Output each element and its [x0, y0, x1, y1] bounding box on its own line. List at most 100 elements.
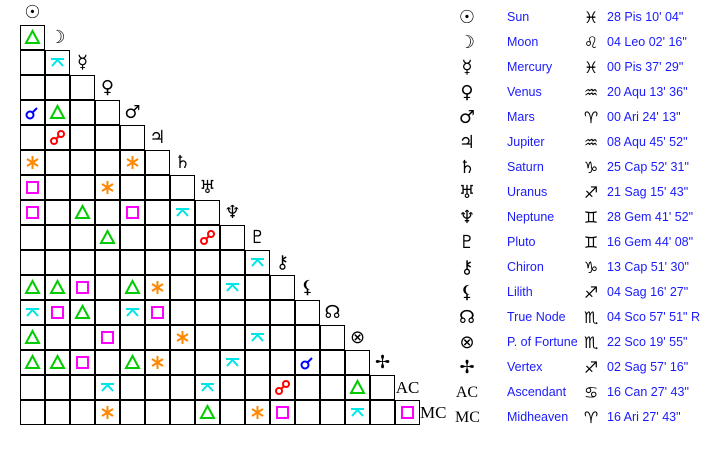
trine-aspect-icon: [49, 278, 66, 294]
grid-cell-lilith-chiron: [269, 274, 295, 300]
vertex-icon: ✢: [374, 352, 391, 373]
grid-cell-jupiter-venus: [94, 124, 120, 150]
grid-cell-vertex-sun: [19, 349, 45, 375]
grid-cell-neptune-venus: [94, 199, 120, 225]
grid-cell-lilith-pluto: [244, 274, 270, 300]
zodiac-sign-icon: ♓: [583, 58, 599, 77]
mercury-icon: ☿: [76, 52, 89, 73]
grid-cell-midheaven-venus: [94, 399, 120, 425]
grid-cell-true-node-pluto: [244, 299, 270, 325]
planet-name: Jupiter: [507, 135, 545, 149]
grid-cell-neptune-uranus: [194, 199, 220, 225]
trine-aspect-icon: [74, 303, 91, 319]
grid-cell-ascendant-mars: [119, 374, 145, 400]
grid-cell-chiron-uranus: [194, 249, 220, 275]
quincunx-aspect-icon: [226, 358, 239, 367]
trine-aspect-icon: [24, 328, 41, 344]
planet-position: 13 Cap 51' 30": [607, 260, 689, 274]
planet-position: 08 Aqu 45' 52": [607, 135, 688, 149]
grid-cell-chiron-venus: [94, 249, 120, 275]
moon-icon: ☽: [49, 27, 66, 48]
grid-cell-ascendant-uranus: [194, 374, 220, 400]
grid-cell-vertex-neptune: [219, 349, 245, 375]
grid-cell-mars-sun: [19, 99, 45, 125]
grid-cell-ascendant-moon: [44, 374, 70, 400]
quincunx-aspect-icon: [101, 383, 114, 392]
midheaven-icon: MC: [420, 403, 447, 422]
neptune-icon: ♆: [224, 202, 241, 223]
planet-position: 04 Sag 16' 27": [607, 285, 689, 299]
grid-cell-uranus-moon: [44, 174, 70, 200]
grid-cell-true-node-sun: [19, 299, 45, 325]
grid-cell-lilith-moon: [44, 274, 70, 300]
planet-position: 28 Gem 41' 52": [607, 210, 694, 224]
grid-cell-vertex-moon: [44, 349, 70, 375]
trine-aspect-icon: [124, 278, 141, 294]
grid-cell-true-node-saturn: [169, 299, 195, 325]
grid-cell-uranus-venus: [94, 174, 120, 200]
grid-cell-p-of-fortune-uranus: [194, 324, 220, 350]
grid-cell-chiron-mercury: [69, 249, 95, 275]
grid-cell-pluto-saturn: [169, 224, 195, 250]
grid-cell-p-of-fortune-pluto: [244, 324, 270, 350]
grid-cell-midheaven-p-of-fortune: [344, 399, 370, 425]
trine-aspect-icon: [24, 353, 41, 369]
mars-icon: ♂: [124, 102, 141, 123]
grid-cell-lilith-mercury: [69, 274, 95, 300]
grid-cell-p-of-fortune-saturn: [169, 324, 195, 350]
sextile-aspect-icon: [251, 406, 264, 419]
zodiac-sign-icon: ♏: [583, 308, 599, 327]
grid-cell-mars-mercury: [69, 99, 95, 125]
planet-position: 20 Aqu 13' 36": [607, 85, 688, 99]
grid-cell-chiron-moon: [44, 249, 70, 275]
grid-cell-pluto-sun: [19, 224, 45, 250]
planet-position: 04 Sco 57' 51" R: [607, 310, 700, 324]
conjunction-aspect-icon: [300, 357, 313, 370]
sextile-aspect-icon: [26, 156, 39, 169]
grid-cell-pluto-mercury: [69, 224, 95, 250]
grid-cell-lilith-mars: [119, 274, 145, 300]
grid-cell-ascendant-neptune: [219, 374, 245, 400]
sextile-aspect-icon: [176, 331, 189, 344]
lilith-icon: ⚸: [300, 277, 315, 298]
planet-position: 28 Pis 10' 04": [607, 10, 684, 24]
grid-cell-p-of-fortune-true-node: [319, 324, 345, 350]
grid-cell-ascendant-vertex: [369, 374, 395, 400]
true-node-icon: ☊: [459, 307, 475, 328]
mercury-icon: ☿: [461, 57, 473, 78]
grid-cell-ascendant-chiron: [269, 374, 295, 400]
grid-cell-vertex-uranus: [194, 349, 220, 375]
quincunx-aspect-icon: [51, 58, 64, 67]
grid-cell-mercury-sun: [19, 49, 45, 75]
quincunx-aspect-icon: [226, 283, 239, 292]
grid-cell-midheaven-mercury: [69, 399, 95, 425]
grid-cell-ascendant-lilith: [294, 374, 320, 400]
grid-cell-uranus-sun: [19, 174, 45, 200]
zodiac-sign-icon: ♐: [583, 283, 599, 302]
opposition-aspect-icon: [275, 380, 290, 395]
sextile-aspect-icon: [151, 281, 164, 294]
grid-cell-chiron-pluto: [244, 249, 270, 275]
square-aspect-icon: [76, 281, 89, 294]
grid-cell-uranus-jupiter: [144, 174, 170, 200]
planet-position: 02 Sag 57' 16": [607, 360, 689, 374]
moon-icon: ☽: [458, 32, 476, 53]
pluto-icon: ♇: [458, 232, 476, 253]
grid-cell-vertex-saturn: [169, 349, 195, 375]
grid-cell-vertex-true-node: [319, 349, 345, 375]
quincunx-aspect-icon: [251, 258, 264, 267]
planet-name: Sun: [507, 10, 530, 24]
grid-cell-mercury-moon: [44, 49, 70, 75]
grid-cell-chiron-neptune: [219, 249, 245, 275]
grid-cell-vertex-lilith: [294, 349, 320, 375]
grid-cell-ascendant-saturn: [169, 374, 195, 400]
planet-name: True Node: [507, 310, 566, 324]
trine-aspect-icon: [49, 353, 66, 369]
zodiac-sign-icon: ♑: [583, 158, 599, 177]
chiron-icon: ⚷: [460, 257, 474, 278]
grid-cell-lilith-neptune: [219, 274, 245, 300]
grid-cell-moon-sun: [19, 24, 45, 50]
trine-aspect-icon: [99, 228, 116, 244]
planet-name: Chiron: [507, 260, 544, 274]
quincunx-aspect-icon: [201, 383, 214, 392]
